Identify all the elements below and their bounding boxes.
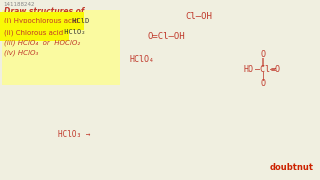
Text: HClD: HClD — [68, 18, 89, 24]
Text: doubtnut: doubtnut — [270, 163, 314, 172]
Text: ‖: ‖ — [261, 58, 265, 67]
Text: O: O — [260, 79, 266, 88]
Text: HClO₂: HClO₂ — [60, 29, 85, 35]
Text: HO: HO — [243, 65, 253, 74]
FancyBboxPatch shape — [2, 10, 120, 85]
Text: –Cl–: –Cl– — [255, 65, 275, 74]
Text: O: O — [260, 50, 266, 59]
Text: =O: =O — [271, 65, 281, 74]
Text: (iv) HClO₃: (iv) HClO₃ — [4, 50, 38, 57]
Text: HClO₄: HClO₄ — [130, 55, 155, 64]
Text: Cl–OH: Cl–OH — [185, 12, 212, 21]
Text: Draw structures of: Draw structures of — [4, 7, 84, 16]
Text: 141188242: 141188242 — [3, 2, 35, 7]
Text: (i) Hypochlorous acid: (i) Hypochlorous acid — [4, 18, 78, 24]
Text: (iii) HClO₄  or  HOClO₂: (iii) HClO₄ or HOClO₂ — [4, 40, 80, 46]
Text: HClO₃ →: HClO₃ → — [58, 130, 90, 139]
Text: (ii) Chlorous acid: (ii) Chlorous acid — [4, 29, 63, 35]
Text: O=Cl–OH: O=Cl–OH — [148, 32, 186, 41]
Text: |: | — [261, 72, 264, 81]
